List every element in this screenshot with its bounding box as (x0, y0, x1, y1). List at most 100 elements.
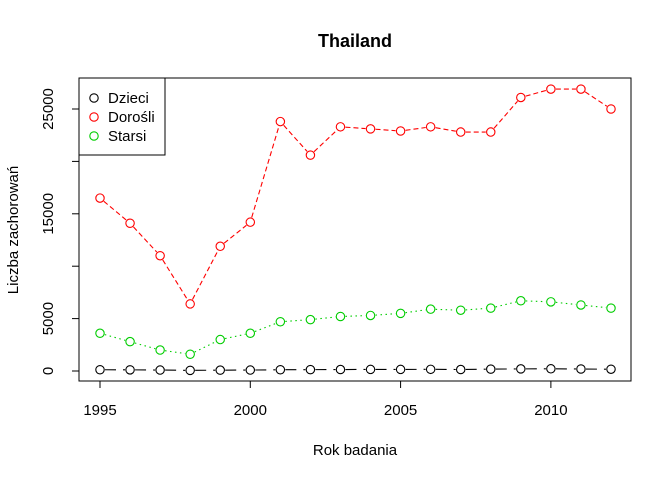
data-point (455, 127, 466, 137)
data-point (546, 84, 556, 94)
chart-title: Thailand (318, 31, 392, 51)
data-point (546, 297, 556, 307)
data-point (245, 365, 256, 375)
series-segment (525, 89, 547, 97)
series-segment (435, 127, 456, 132)
data-point (245, 328, 256, 339)
y-tick-label: 15000 (40, 193, 57, 235)
data-point (606, 104, 616, 114)
legend-label: Starsi (108, 128, 146, 145)
legend-label: Dzieci (108, 90, 149, 107)
x-tick-label: 2010 (534, 402, 567, 419)
series-segment (465, 307, 486, 311)
data-point (486, 364, 496, 374)
series-segment (525, 300, 546, 303)
series-segment (192, 250, 219, 300)
data-point (516, 92, 526, 103)
data-point (425, 304, 436, 314)
series-segment (164, 350, 186, 355)
data-point (305, 364, 316, 375)
data-point (95, 364, 105, 375)
y-axis: 0 5000 15000 25000 (40, 88, 80, 375)
data-point (125, 365, 135, 375)
data-point (516, 364, 526, 374)
series-segment (283, 124, 308, 152)
series-segment (493, 100, 518, 129)
series-Dorośli (95, 84, 616, 309)
series-segment (555, 301, 577, 306)
data-point (305, 314, 316, 325)
data-point (215, 365, 225, 375)
series-segment (285, 319, 306, 322)
data-point (335, 122, 346, 132)
data-point (395, 364, 406, 375)
data-point (576, 84, 586, 94)
data-point (455, 305, 466, 315)
series-segment (585, 304, 607, 309)
data-point (576, 300, 586, 310)
data-point (576, 364, 586, 374)
data-point (455, 364, 466, 375)
data-point (155, 365, 165, 375)
x-tick-label: 2000 (234, 402, 267, 419)
data-point (125, 218, 135, 228)
series-segment (194, 341, 216, 353)
data-point (335, 311, 346, 322)
data-point (425, 122, 436, 132)
series-segment (315, 316, 336, 320)
series-segment (345, 126, 366, 130)
data-point (185, 349, 195, 359)
data-point (275, 316, 286, 327)
data-point (275, 116, 286, 127)
series-segment (134, 342, 156, 350)
legend-marker (89, 131, 99, 141)
data-point (516, 296, 526, 306)
series-segment (584, 91, 608, 107)
y-axis-label: Liczba zachorowań (5, 166, 22, 294)
data-point (245, 217, 256, 227)
series-segment (223, 224, 247, 244)
data-point (395, 308, 406, 319)
series-Starsi (95, 296, 616, 359)
data-point (606, 303, 616, 313)
legend-marker (89, 93, 99, 103)
data-point (395, 126, 406, 136)
series-segment (435, 308, 456, 311)
data-point (365, 124, 376, 134)
series-segment (162, 259, 188, 300)
series-segment (254, 323, 276, 332)
data-point (155, 345, 165, 355)
y-tick-label: 0 (40, 367, 57, 375)
series-segment (405, 126, 426, 131)
data-point (335, 364, 346, 375)
legend-marker (89, 112, 99, 122)
series-segment (313, 129, 338, 153)
data-point (275, 364, 286, 375)
series-segment (375, 128, 396, 132)
series-segment (133, 226, 158, 253)
series-segment (495, 301, 517, 308)
data-point (425, 364, 436, 375)
data-point (185, 299, 195, 309)
legend-box (78, 77, 166, 156)
data-point (546, 364, 556, 374)
series-segment (405, 309, 426, 314)
data-point (486, 127, 496, 137)
data-point (486, 303, 496, 313)
series-segment (345, 315, 366, 317)
series-Dzieci (95, 364, 616, 376)
data-point (365, 364, 376, 375)
data-point (125, 336, 135, 347)
data-point (365, 310, 376, 321)
series-segment (104, 334, 126, 341)
series-layer (95, 84, 616, 376)
data-point (155, 250, 165, 261)
data-point (185, 365, 195, 376)
series-segment (251, 126, 280, 218)
legend-label: Dorośli (108, 109, 155, 126)
data-point (305, 150, 316, 160)
y-tick-label: 25000 (40, 88, 57, 130)
series-segment (375, 313, 396, 316)
y-tick-label: 5000 (40, 302, 57, 335)
